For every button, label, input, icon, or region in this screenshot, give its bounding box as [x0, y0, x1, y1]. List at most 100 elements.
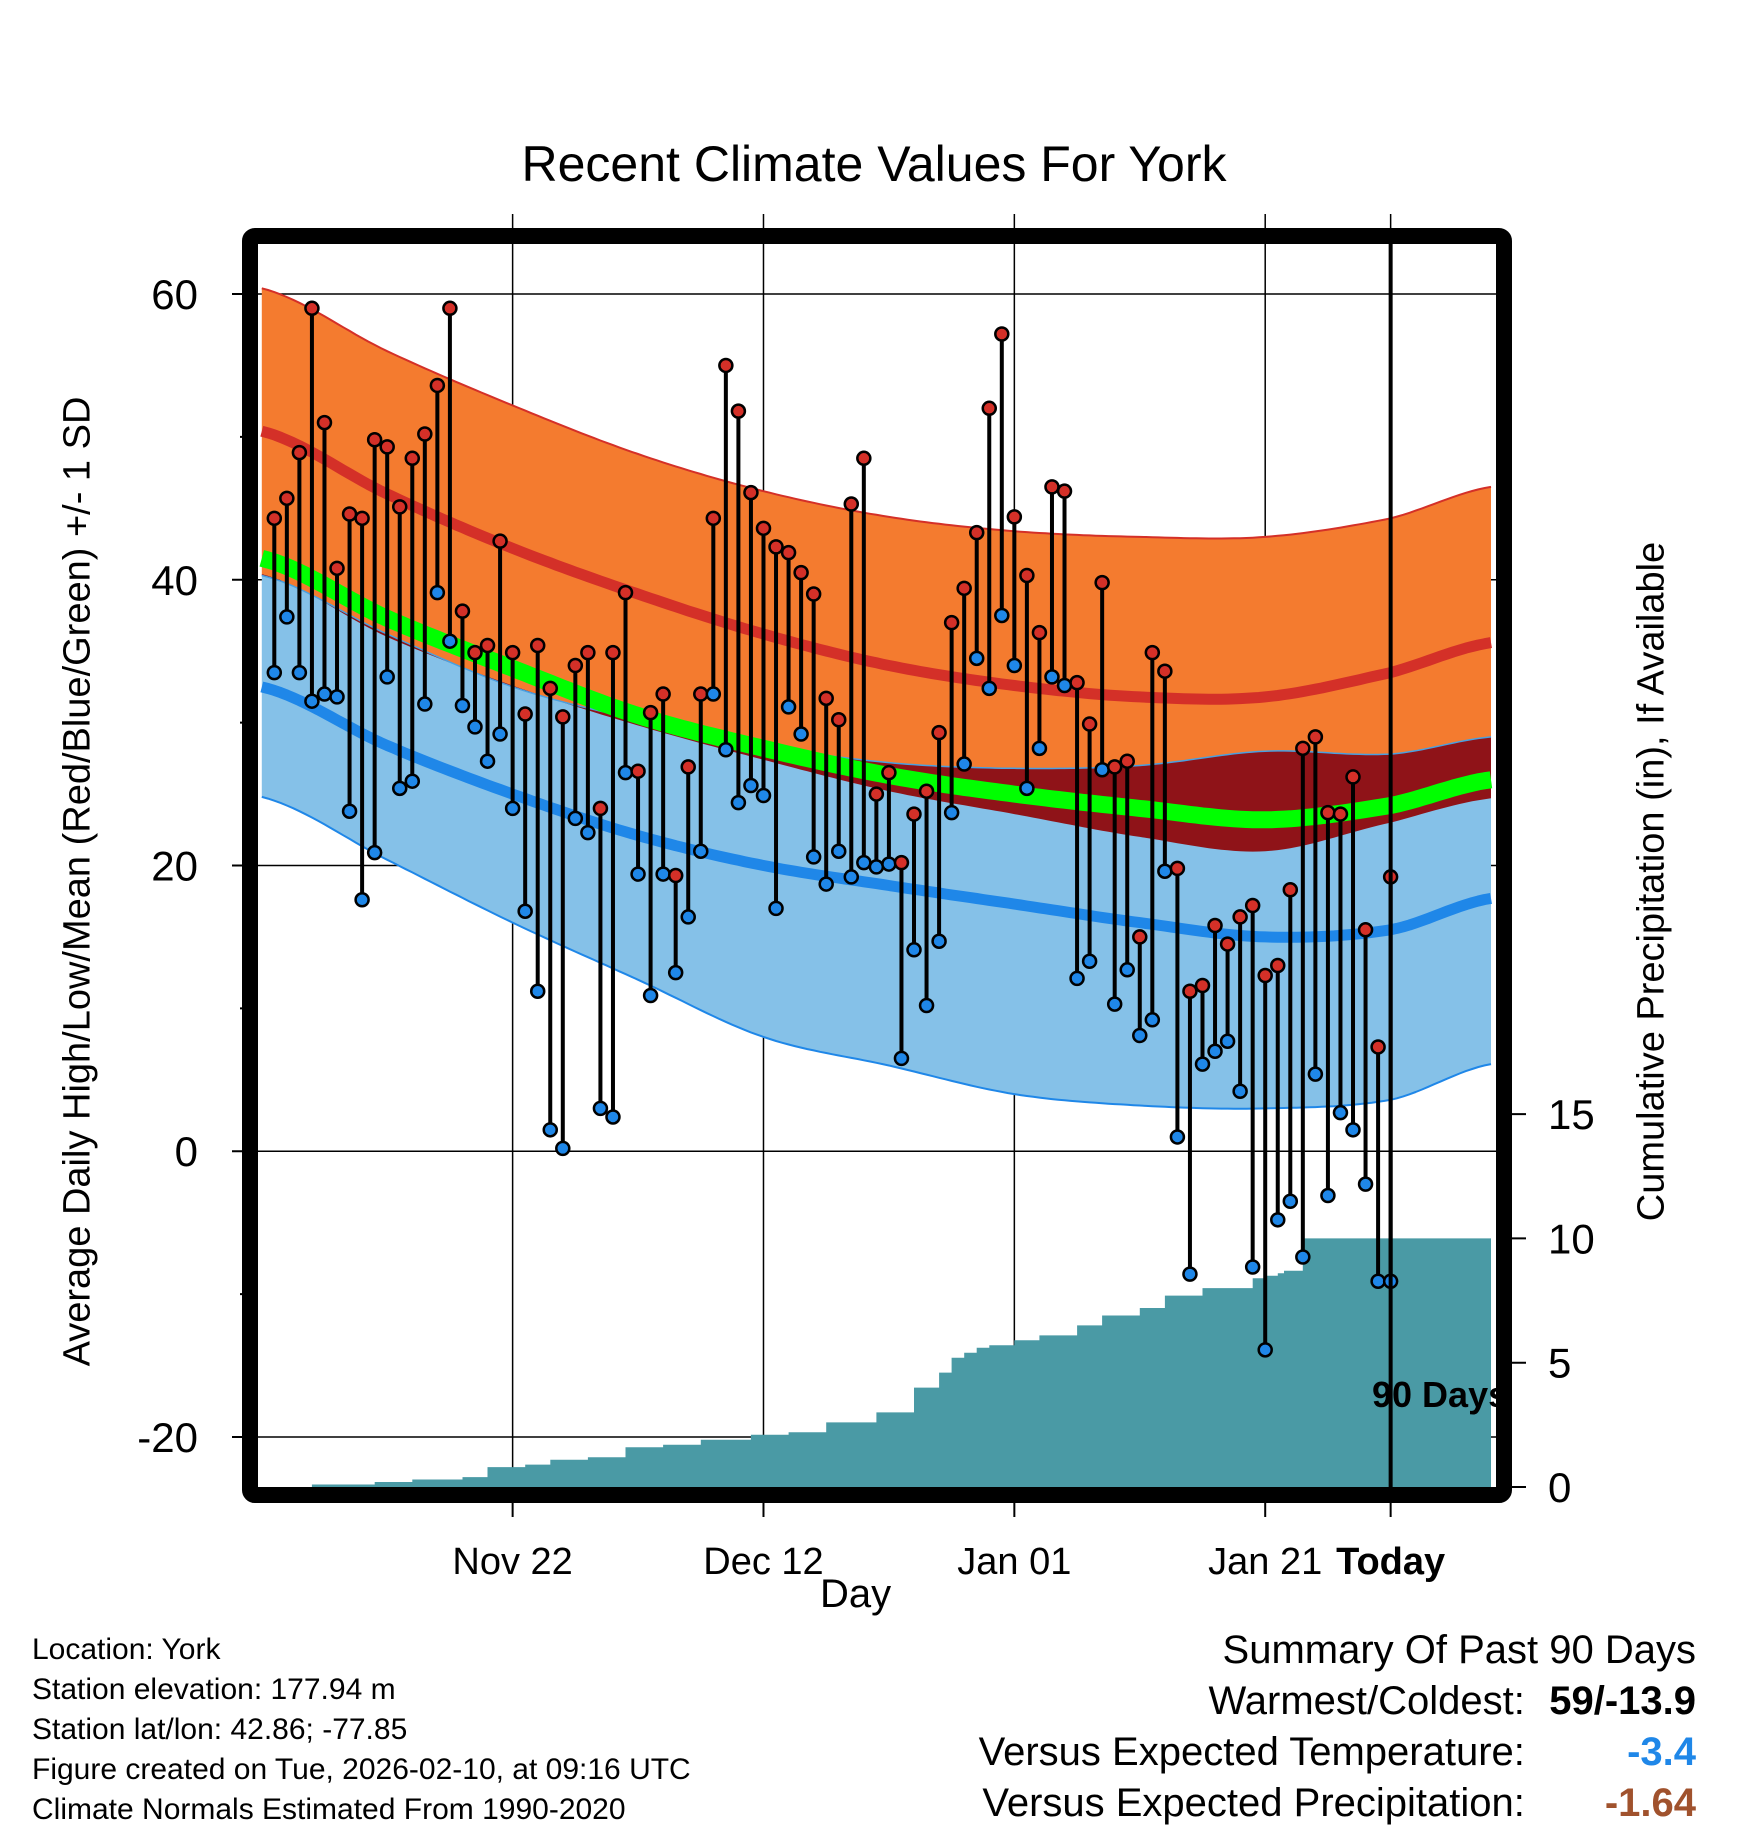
daily-high-point [1081, 716, 1098, 732]
daily-high-point [793, 564, 809, 581]
daily-low-point [642, 987, 659, 1004]
normal-high-line [260, 425, 1492, 705]
normal-mean-line [259, 550, 1494, 829]
chart-title: Recent Climate Values For York [521, 136, 1227, 192]
daily-high-point [893, 854, 910, 871]
daily-high-point [329, 560, 345, 577]
daily-low-point [1257, 1342, 1273, 1358]
daily-high-point [1270, 957, 1286, 974]
daily-low-point [467, 719, 483, 735]
normals-text: Climate Normals Estimated From 1990-2020 [32, 1793, 626, 1826]
daily-high-point [918, 783, 935, 799]
daily-low-point [956, 756, 972, 772]
daily-high-point [1044, 479, 1060, 495]
daily-high-point [1182, 983, 1198, 999]
daily-low-point [1019, 780, 1035, 797]
summary-panel: Summary Of Past 90 Days Warmest/Coldest:… [979, 1625, 1696, 1829]
normal-low-line [260, 681, 1492, 943]
daily-high-point [1282, 882, 1299, 898]
daily-high-point [1207, 917, 1223, 934]
daily-low-point [1232, 1083, 1248, 1099]
created-text: Figure created on Tue, 2026-02-10, at 09… [32, 1753, 691, 1786]
daily-high-point [1169, 860, 1186, 877]
y2-tick-label: 0 [1548, 1464, 1571, 1511]
daily-high-point [730, 403, 747, 419]
summary-temp-row: Versus Expected Temperature: -3.4 [979, 1727, 1696, 1778]
y-tick-label: -20 [137, 1414, 198, 1461]
daily-high-point [843, 496, 860, 512]
daily-low-point [592, 1100, 609, 1117]
daily-low-point [1357, 1176, 1374, 1192]
daily-high-point [856, 450, 872, 467]
daily-low-point [1307, 1066, 1324, 1082]
daily-low-point [304, 693, 320, 709]
daily-low-point [1081, 953, 1098, 969]
daily-low-point [1182, 1266, 1198, 1282]
precip-area [261, 1233, 1491, 1487]
warmest-label: Warmest/Coldest: [1208, 1679, 1525, 1723]
daily-low-point [542, 1122, 559, 1138]
daily-low-point [968, 650, 985, 667]
daily-low-point [931, 933, 947, 949]
daily-high-point [981, 400, 998, 417]
daily-low-point [1094, 762, 1110, 778]
daily-low-point [780, 699, 797, 715]
daily-low-point [479, 753, 496, 769]
daily-high-point [617, 584, 634, 601]
daily-low-point [943, 804, 960, 821]
daily-low-point [1069, 970, 1085, 987]
y2-axis-title: Cumulative Precipitation (in), If Availa… [1630, 541, 1673, 1222]
daily-low-point [1282, 1193, 1299, 1210]
daily-low-point [743, 777, 759, 794]
daily-high-point [1157, 663, 1173, 679]
daily-low-point [881, 856, 897, 872]
daily-low-point [1270, 1212, 1286, 1228]
daily-high-point [718, 357, 734, 374]
daily-high-point [1295, 740, 1311, 757]
daily-low-point [1144, 1012, 1161, 1028]
daily-low-point [454, 697, 471, 714]
daily-low-point [1332, 1104, 1349, 1121]
daily-low-point [718, 742, 734, 758]
daily-high-point [567, 657, 584, 674]
daily-low-point [1106, 996, 1123, 1012]
daily-low-point [567, 810, 584, 827]
daily-high-point [279, 490, 295, 507]
y-tick-label: 40 [151, 557, 198, 604]
daily-high-point [366, 431, 383, 448]
daily-low-point [341, 803, 358, 819]
temp-value: -3.4 [1627, 1730, 1696, 1774]
daily-high-point [555, 709, 571, 725]
daily-high-point [1320, 804, 1336, 821]
daily-high-point [605, 644, 621, 661]
daily-low-point [1056, 677, 1073, 694]
daily-low-point [316, 686, 333, 702]
daily-low-point [680, 909, 696, 925]
daily-low-point [279, 609, 295, 625]
daily-high-point [266, 510, 283, 527]
daily-high-point [1232, 909, 1248, 925]
daily-high-point [341, 506, 358, 522]
daily-low-point [818, 876, 834, 892]
daily-low-point [1031, 740, 1048, 757]
daily-high-point [354, 510, 370, 527]
daily-low-point [830, 843, 847, 859]
x-axis-title: Day [820, 1572, 892, 1616]
daily-low-point [1345, 1122, 1361, 1138]
daily-low-point [906, 942, 922, 958]
summary-precip-row: Versus Expected Precipitation: -1.64 [979, 1778, 1696, 1829]
daily-high-point [492, 533, 508, 549]
daily-high-point [1006, 509, 1023, 525]
daily-high-point [655, 686, 671, 702]
daily-high-point [291, 444, 308, 461]
x-tick-label: Jan 01 [957, 1541, 1071, 1583]
high-upper-edge [261, 287, 1492, 540]
daily-low-point [1157, 863, 1173, 879]
daily-low-point [329, 689, 345, 705]
daily-low-point [529, 983, 546, 999]
daily-low-point [1006, 657, 1023, 674]
daily-high-point [417, 426, 433, 442]
daily-high-point [1244, 897, 1261, 914]
daily-high-point [1370, 1039, 1386, 1055]
daily-high-point [454, 603, 471, 619]
